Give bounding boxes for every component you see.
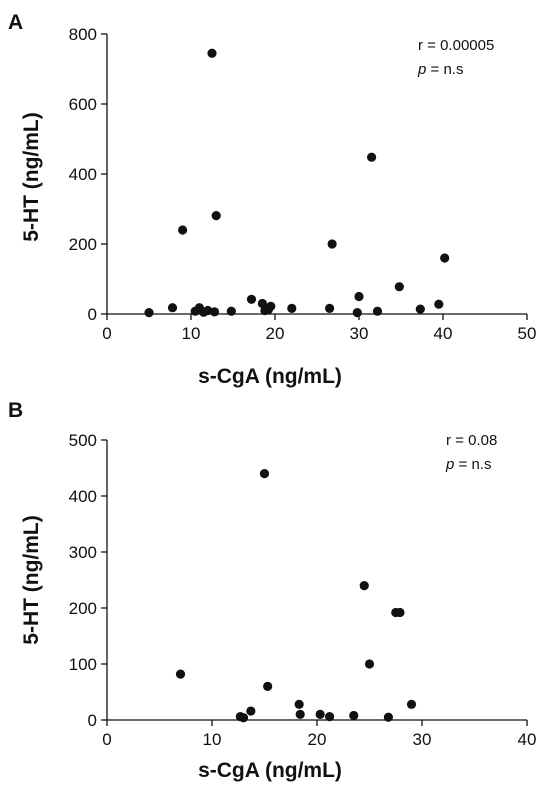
data-point — [246, 294, 257, 304]
x-tick-label: 40 — [434, 324, 453, 343]
x-axis-label: s-CgA (ng/mL) — [198, 365, 342, 388]
x-tick-label: 20 — [266, 324, 285, 343]
y-tick-label: 0 — [88, 305, 97, 324]
data-point — [175, 669, 186, 679]
data-point — [294, 699, 304, 709]
x-tick-label: 10 — [182, 324, 201, 343]
p-symbol: p — [445, 456, 454, 473]
panel-a: A 0 10 20 30 40 50 0 200 400 600 800 s-CgA (ng/mL)… — [8, 11, 536, 388]
data-point — [395, 607, 405, 618]
data-point — [315, 709, 325, 720]
x-tick-label: 10 — [203, 730, 222, 749]
data-point — [287, 303, 297, 313]
p-annotation: p = n.s — [445, 456, 491, 473]
data-point — [364, 659, 375, 669]
p-symbol: p — [417, 61, 426, 78]
panel-label: A — [8, 11, 23, 34]
data-point — [359, 581, 369, 591]
r-annotation: r = 0.08 — [446, 432, 497, 449]
x-tick-label: 40 — [518, 730, 537, 749]
data-point — [167, 303, 178, 313]
y-tick-label: 200 — [69, 599, 97, 618]
data-point — [325, 712, 335, 722]
x-tick-label: 50 — [518, 324, 537, 343]
p-value: = n.s — [426, 61, 463, 78]
y-tick-label: 300 — [69, 543, 97, 562]
ticks-group: 0 10 20 30 40 50 0 200 400 600 800 — [69, 25, 537, 343]
data-point — [327, 239, 337, 249]
data-point — [406, 699, 417, 709]
y-tick-label: 500 — [69, 431, 97, 450]
points-group — [144, 48, 450, 318]
y-tick-label: 100 — [69, 655, 97, 674]
x-tick-label: 20 — [308, 730, 327, 749]
r-annotation: r = 0.00005 — [418, 37, 494, 54]
x-axis-label: s-CgA (ng/mL) — [198, 759, 342, 782]
data-point — [263, 681, 273, 692]
y-tick-label: 200 — [69, 235, 97, 254]
data-point — [354, 291, 364, 302]
data-point — [325, 303, 335, 313]
data-point — [394, 282, 404, 292]
data-point — [349, 710, 359, 721]
data-point — [178, 225, 188, 235]
data-point — [260, 305, 270, 316]
panel-label: B — [8, 399, 23, 422]
data-point — [259, 469, 270, 479]
y-axis-label: 5-HT (ng/mL) — [20, 515, 43, 644]
y-tick-label: 0 — [88, 711, 97, 730]
y-tick-label: 600 — [69, 95, 97, 114]
data-point — [199, 307, 209, 317]
data-point — [257, 298, 267, 309]
y-tick-label: 400 — [69, 487, 97, 506]
data-point — [209, 307, 220, 317]
data-point — [211, 211, 221, 221]
y-tick-label: 800 — [69, 25, 97, 44]
data-point — [352, 308, 362, 318]
x-tick-label: 30 — [350, 324, 369, 343]
axes — [106, 440, 527, 721]
y-axis-label: 5-HT (ng/mL) — [20, 112, 43, 241]
p-annotation: p = n.s — [417, 61, 463, 78]
data-point — [440, 253, 450, 263]
data-point — [434, 299, 444, 309]
data-point — [295, 709, 305, 720]
x-tick-label: 0 — [102, 324, 111, 343]
axes — [106, 34, 527, 315]
y-tick-label: 400 — [69, 165, 97, 184]
p-value: = n.s — [454, 456, 491, 473]
data-point — [238, 713, 249, 723]
data-point — [367, 152, 377, 162]
data-point — [207, 48, 217, 58]
points-group — [175, 469, 417, 723]
data-point — [246, 706, 256, 716]
data-point — [415, 304, 425, 314]
x-tick-label: 0 — [102, 730, 111, 749]
x-tick-label: 30 — [413, 730, 432, 749]
data-point — [144, 308, 154, 318]
